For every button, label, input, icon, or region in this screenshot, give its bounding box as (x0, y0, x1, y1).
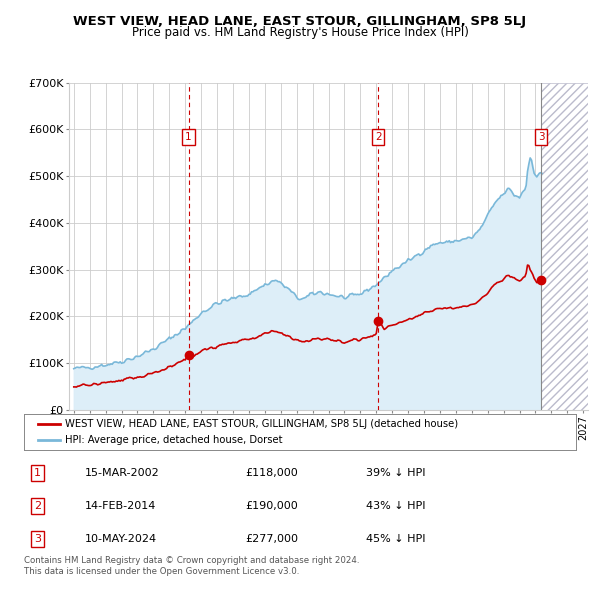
Text: Price paid vs. HM Land Registry's House Price Index (HPI): Price paid vs. HM Land Registry's House … (131, 26, 469, 39)
Text: HPI: Average price, detached house, Dorset: HPI: Average price, detached house, Dors… (65, 435, 283, 445)
Text: £277,000: £277,000 (245, 534, 298, 544)
Text: 39% ↓ HPI: 39% ↓ HPI (366, 468, 426, 478)
Text: 1: 1 (185, 132, 192, 142)
Text: 10-MAY-2024: 10-MAY-2024 (85, 534, 157, 544)
Text: 1: 1 (34, 468, 41, 478)
Text: Contains HM Land Registry data © Crown copyright and database right 2024.
This d: Contains HM Land Registry data © Crown c… (24, 556, 359, 576)
Text: WEST VIEW, HEAD LANE, EAST STOUR, GILLINGHAM, SP8 5LJ: WEST VIEW, HEAD LANE, EAST STOUR, GILLIN… (73, 15, 527, 28)
Bar (541, 83, 588, 410)
Text: 3: 3 (34, 534, 41, 544)
Bar (541, 83, 588, 410)
Text: 45% ↓ HPI: 45% ↓ HPI (366, 534, 426, 544)
Text: 43% ↓ HPI: 43% ↓ HPI (366, 501, 426, 511)
Text: 2: 2 (34, 501, 41, 511)
Text: 2: 2 (375, 132, 382, 142)
Text: 3: 3 (538, 132, 545, 142)
Text: £118,000: £118,000 (245, 468, 298, 478)
Text: £190,000: £190,000 (245, 501, 298, 511)
Text: 14-FEB-2014: 14-FEB-2014 (85, 501, 156, 511)
Text: 15-MAR-2002: 15-MAR-2002 (85, 468, 160, 478)
Text: WEST VIEW, HEAD LANE, EAST STOUR, GILLINGHAM, SP8 5LJ (detached house): WEST VIEW, HEAD LANE, EAST STOUR, GILLIN… (65, 419, 458, 429)
